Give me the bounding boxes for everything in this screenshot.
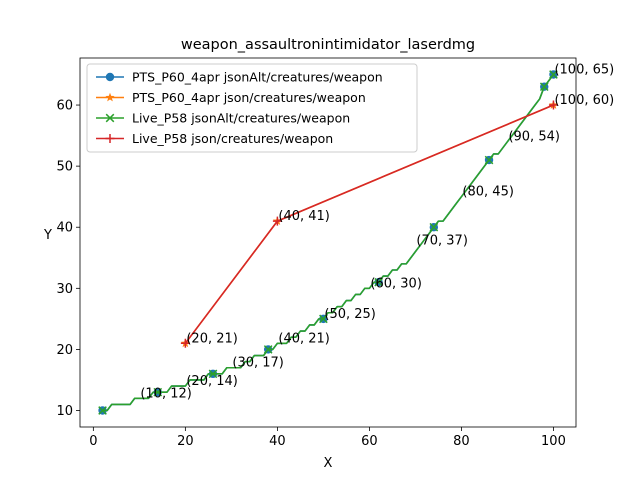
y-tick-label: 30 <box>56 282 73 297</box>
legend-label: PTS_P60_4apr jsonAlt/creatures/weapon <box>132 70 383 85</box>
y-tick-label: 10 <box>56 404 73 419</box>
series-4 <box>180 100 558 348</box>
legend-item: PTS_P60_4apr json/creatures/weapon <box>96 90 366 105</box>
data-point <box>208 369 218 379</box>
data-point <box>549 70 558 79</box>
data-label: (30, 17) <box>232 356 284 371</box>
x-tick-label: 0 <box>89 434 97 449</box>
legend-box <box>86 63 418 153</box>
data-label: (10, 12) <box>140 386 192 401</box>
chart-title: weapon_assaultronintimidator_laserdmg <box>181 37 475 53</box>
legend-item: Live_P58 json/creatures/weapon <box>96 131 333 146</box>
data-point <box>153 387 163 397</box>
x-tick-label: 60 <box>361 434 378 449</box>
data-label: (40, 41) <box>278 209 330 224</box>
x-tick-label: 40 <box>269 434 286 449</box>
data-point <box>429 222 439 232</box>
y-tick-label: 40 <box>56 221 73 236</box>
x-tick-label: 80 <box>453 434 470 449</box>
data-point <box>484 155 494 165</box>
data-point <box>263 345 273 354</box>
series-line <box>102 74 555 412</box>
data-point <box>105 134 115 143</box>
y-tick-label: 60 <box>56 99 73 114</box>
data-point <box>180 338 190 348</box>
legend-label: PTS_P60_4apr json/creatures/weapon <box>132 90 366 105</box>
data-point <box>374 277 383 287</box>
series-group <box>98 70 559 415</box>
data-label: (20, 14) <box>186 374 238 389</box>
data-point <box>98 406 107 415</box>
data-point <box>548 100 558 110</box>
legend: PTS_P60_4apr jsonAlt/creatures/weapon PTS… <box>86 63 418 153</box>
legend-label: Live_P58 json/creatures/weapon <box>132 131 333 146</box>
legend-item: PTS_P60_4apr jsonAlt/creatures/weapon <box>96 70 383 85</box>
data-label: (40, 21) <box>278 331 330 346</box>
data-point <box>539 82 549 92</box>
data-label: (90, 54) <box>508 130 560 145</box>
data-label: (100, 65) <box>554 62 614 77</box>
data-point <box>272 216 282 226</box>
y-tick-label: 20 <box>56 343 73 358</box>
data-label: (100, 60) <box>554 93 614 108</box>
y-axis-label: Y <box>43 228 52 243</box>
data-point <box>319 314 328 324</box>
data-point <box>105 92 115 102</box>
axes-frame <box>79 57 577 428</box>
legend-label: Live_P58 jsonAlt/creatures/weapon <box>132 111 350 126</box>
data-label: (20, 21) <box>186 331 238 346</box>
y-tick-label: 50 <box>56 160 73 175</box>
x-tick-label: 100 <box>541 434 566 449</box>
data-label: (60, 30) <box>370 276 422 291</box>
data-point <box>105 113 115 123</box>
x-axis-label: X <box>324 456 333 471</box>
data-label: (80, 45) <box>462 185 513 200</box>
series-3 <box>98 70 558 415</box>
plot-area: 0 20 40 60 80 100 10 20 30 40 50 60 (10, 12)(20, 14)… <box>56 57 614 449</box>
legend-item: Live_P58 jsonAlt/creatures/weapon <box>96 111 350 126</box>
x-tick-label: 20 <box>177 434 194 449</box>
data-label: (50, 25) <box>324 307 376 322</box>
data-point <box>105 72 115 82</box>
data-label: (70, 37) <box>416 234 468 249</box>
